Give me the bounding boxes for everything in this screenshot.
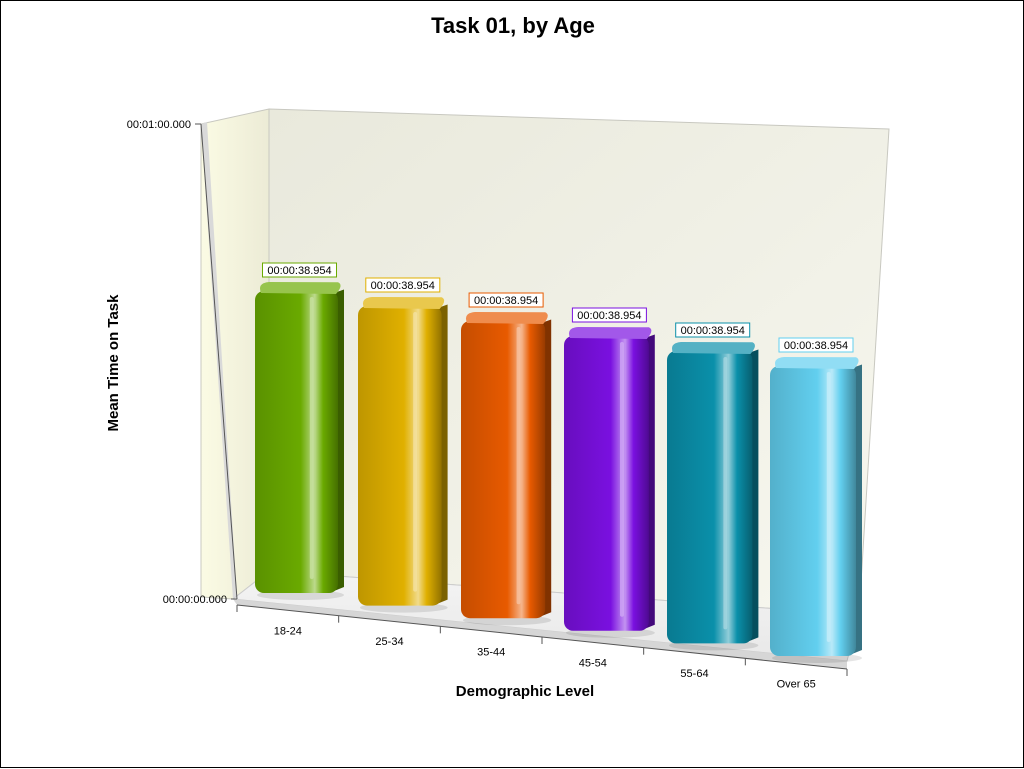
x-axis-title: Demographic Level (456, 683, 594, 700)
bars (255, 282, 862, 663)
x-tick-label: 18-24 (274, 625, 302, 637)
chart-title: Task 01, by Age (431, 13, 595, 38)
svg-text:00:00:38.954: 00:00:38.954 (474, 295, 538, 307)
svg-text:00:00:38.954: 00:00:38.954 (681, 325, 745, 337)
y-tick-label: 00:01:00.000 (127, 119, 191, 131)
x-tick-label: 35-44 (477, 647, 505, 659)
bar-55-64 (667, 342, 759, 651)
x-tick-label: 55-64 (680, 668, 708, 680)
bar-35-44 (461, 312, 552, 626)
data-label: 00:00:38.954 (571, 307, 647, 323)
data-label: 00:00:38.954 (365, 277, 441, 293)
bar-over-65 (770, 357, 862, 663)
x-tick-label: 25-34 (375, 636, 403, 648)
data-label: 00:00:38.954 (675, 322, 751, 338)
svg-text:00:00:38.954: 00:00:38.954 (577, 310, 641, 322)
bar-18-24 (255, 282, 344, 600)
x-tick-label: Over 65 (777, 679, 816, 691)
data-labels: 00:00:38.954 00:00:38.954 00:00:38.954 00:0… (262, 262, 854, 353)
x-tick-label: 45-54 (579, 657, 607, 669)
y-axis-title: Mean Time on Task (105, 294, 122, 432)
y-axis-ticks: 00:00:00.000 00:01:00.000 (127, 119, 237, 606)
bar-25-34 (358, 297, 448, 613)
y-tick-label: 00:00:00.000 (163, 594, 227, 606)
y-axis-line (200, 123, 238, 600)
data-label: 00:00:38.954 (262, 262, 337, 278)
chart-floor-edge (233, 599, 847, 669)
svg-text:00:00:38.954: 00:00:38.954 (784, 340, 848, 352)
svg-text:00:00:38.954: 00:00:38.954 (267, 265, 331, 277)
bar-45-54 (564, 327, 655, 638)
svg-text:00:00:38.954: 00:00:38.954 (371, 280, 435, 292)
x-axis-ticks: 18-24 25-34 35-44 45-54 55-64 Over 65 (236, 605, 848, 691)
data-label: 00:00:38.954 (778, 337, 854, 353)
data-label: 00:00:38.954 (468, 292, 544, 308)
